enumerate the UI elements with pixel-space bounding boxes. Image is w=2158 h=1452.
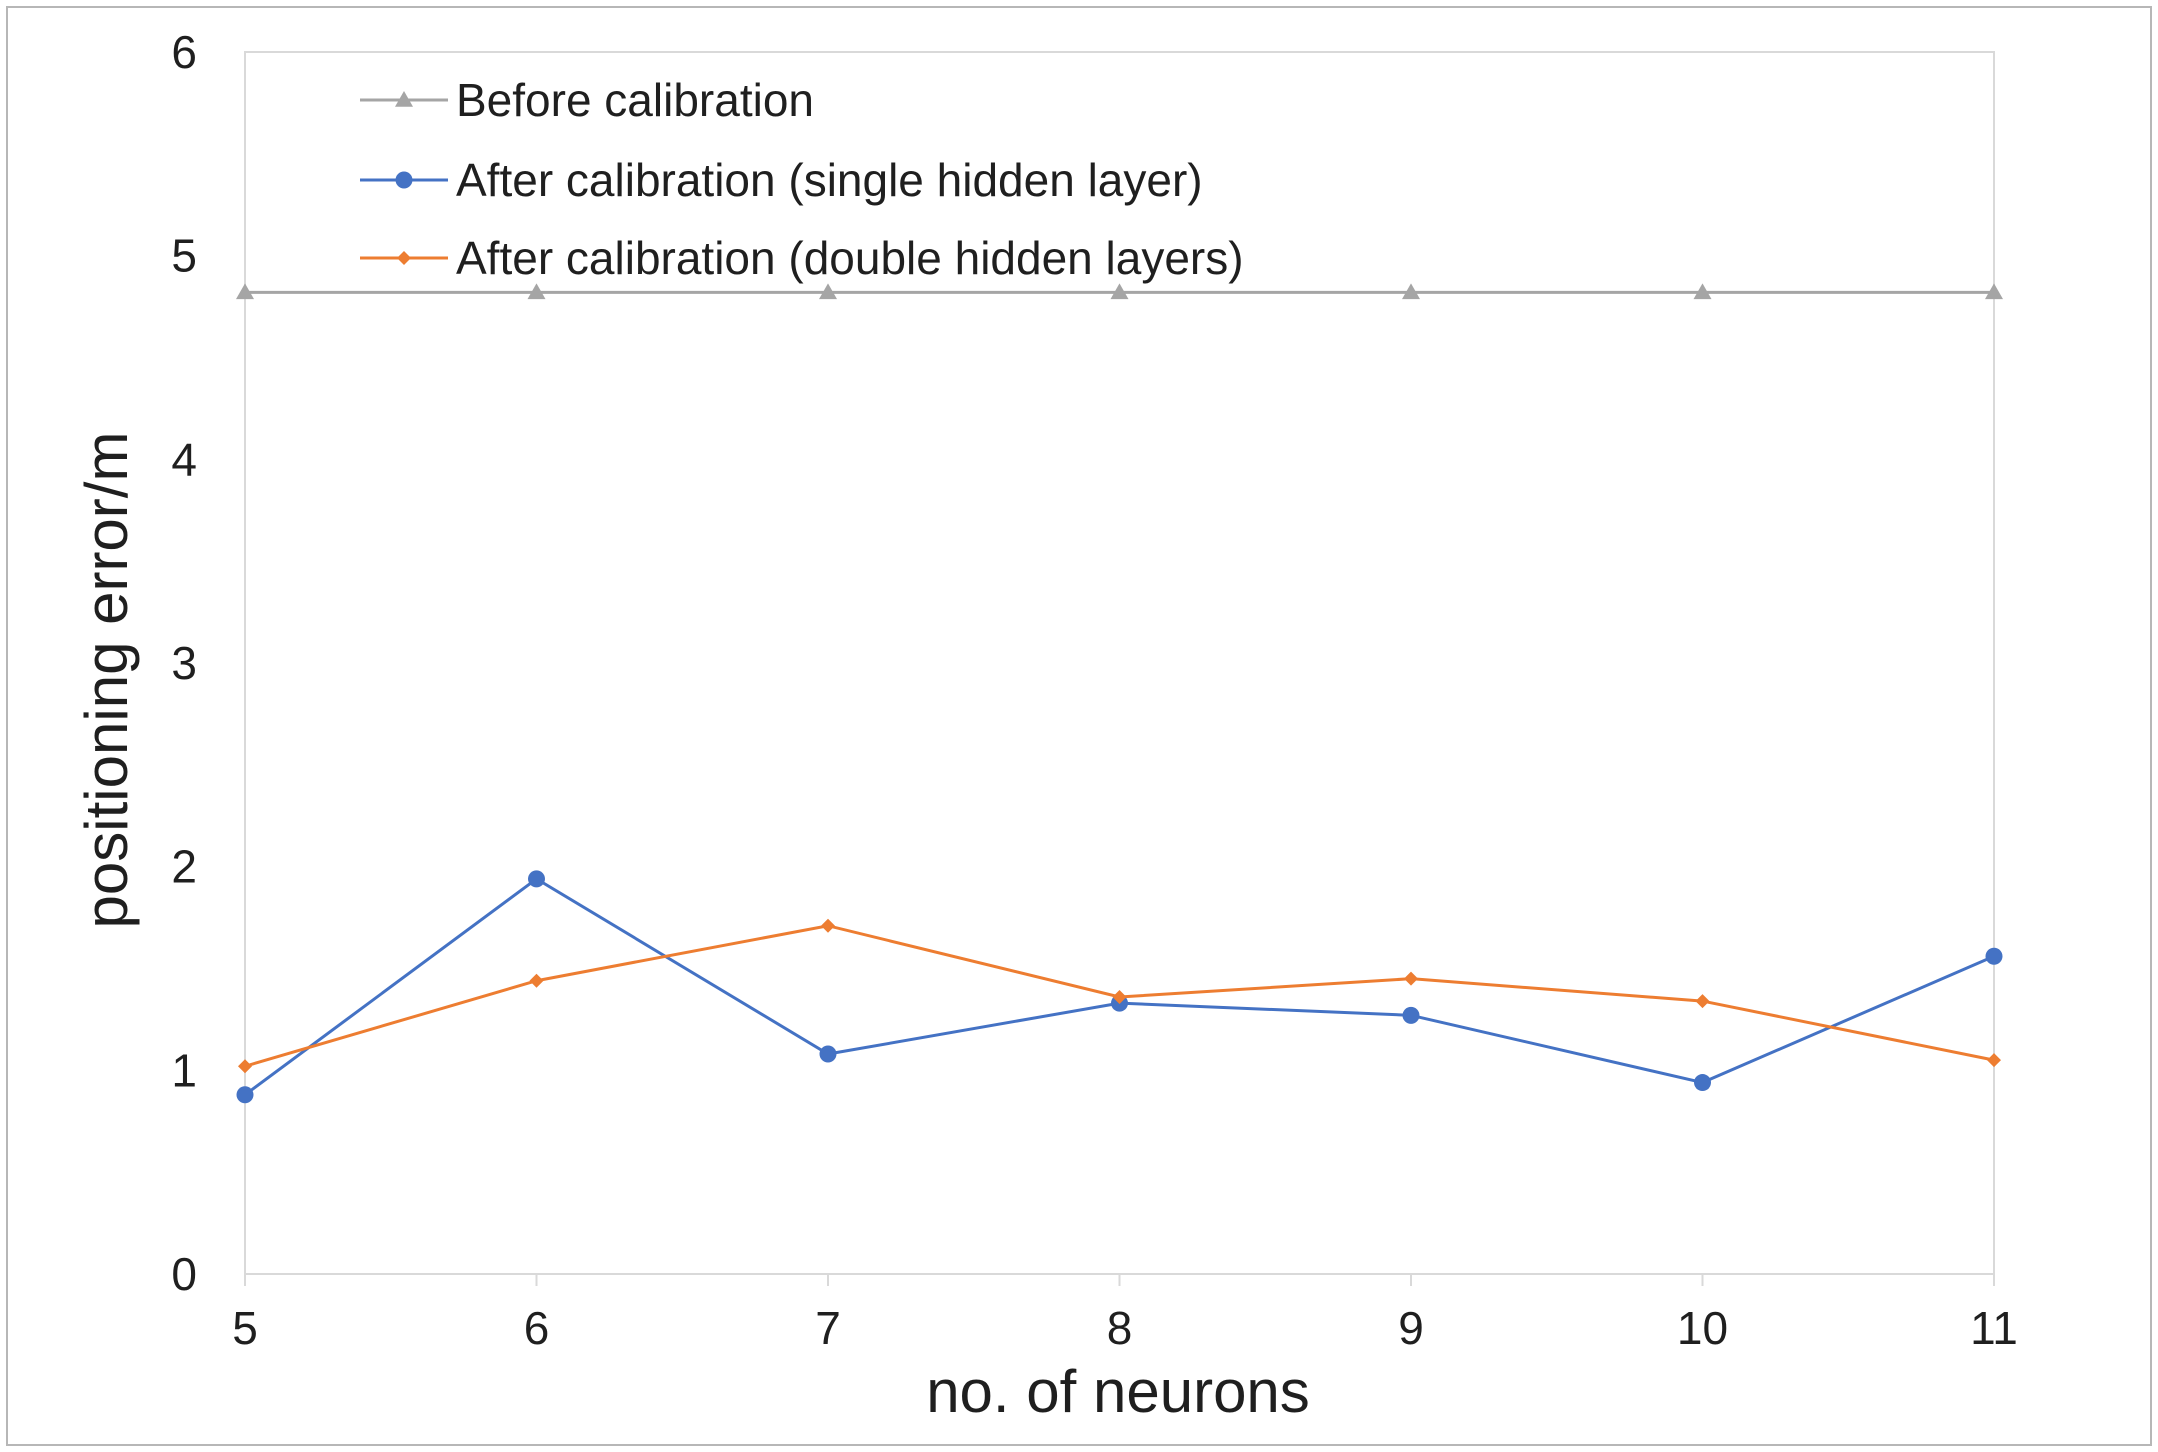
data-point: [1985, 947, 2003, 965]
data-point: [236, 283, 254, 300]
data-point: [819, 1045, 837, 1063]
data-point: [527, 283, 546, 300]
x-tick-label: 5: [232, 1302, 258, 1354]
data-point: [1694, 1074, 1711, 1092]
data-point: [1110, 283, 1129, 300]
data-point: [1402, 283, 1420, 300]
y-tick-label: 6: [171, 26, 197, 78]
y-tick-label: 1: [171, 1044, 197, 1096]
legend-label: After calibration (single hidden layer): [456, 154, 1203, 206]
legend-entry: After calibration (double hidden layers): [360, 232, 1244, 284]
x-tick-label: 8: [1107, 1302, 1133, 1354]
legend-entry: Before calibration: [360, 74, 814, 126]
y-tick-label: 5: [171, 230, 197, 282]
x-tick-label: 6: [524, 1302, 550, 1354]
series-1: [236, 283, 2003, 300]
y-axis-title: positioning error/m: [73, 432, 140, 929]
legend-swatch-marker: [397, 251, 411, 265]
y-tick-label: 3: [171, 637, 197, 689]
data-point: [1402, 1006, 1420, 1024]
chart-frame: [6, 6, 2152, 1446]
series-3: [238, 918, 2001, 1074]
x-axis-title: no. of neurons: [926, 1358, 1310, 1425]
legend-swatch-marker: [395, 91, 413, 107]
series-layer: [236, 283, 2003, 1104]
data-point: [529, 973, 544, 988]
x-axis-ticks: 5 6 7 8 9 10 11: [232, 1274, 2018, 1354]
data-point: [819, 283, 837, 300]
data-point: [821, 918, 835, 933]
legend: Before calibration After calibration (sin…: [360, 74, 1244, 284]
y-tick-label: 2: [171, 841, 197, 893]
series-line: [244, 877, 1995, 1096]
legend-swatch-marker: [395, 171, 413, 189]
y-axis-ticks: 0 1 2 3 4 5 6: [171, 26, 197, 1300]
data-point: [1985, 283, 2003, 300]
data-point: [1987, 1053, 2001, 1068]
x-tick-label: 11: [1970, 1302, 2018, 1354]
data-point: [1695, 994, 1710, 1009]
y-tick-label: 0: [171, 1248, 197, 1300]
data-point: [236, 1086, 254, 1104]
data-point: [1112, 990, 1127, 1005]
x-tick-label: 10: [1677, 1302, 1728, 1354]
series-2: [236, 870, 2003, 1104]
x-tick-label: 7: [815, 1302, 841, 1354]
x-tick-label: 9: [1398, 1302, 1424, 1354]
y-tick-label: 4: [171, 433, 197, 485]
data-point: [1693, 283, 1712, 300]
legend-label: Before calibration: [456, 74, 814, 126]
legend-label: After calibration (double hidden layers): [456, 232, 1244, 284]
legend-entry: After calibration (single hidden layer): [360, 154, 1203, 206]
data-point: [238, 1059, 252, 1074]
data-point: [1404, 971, 1418, 986]
data-point: [528, 870, 545, 888]
